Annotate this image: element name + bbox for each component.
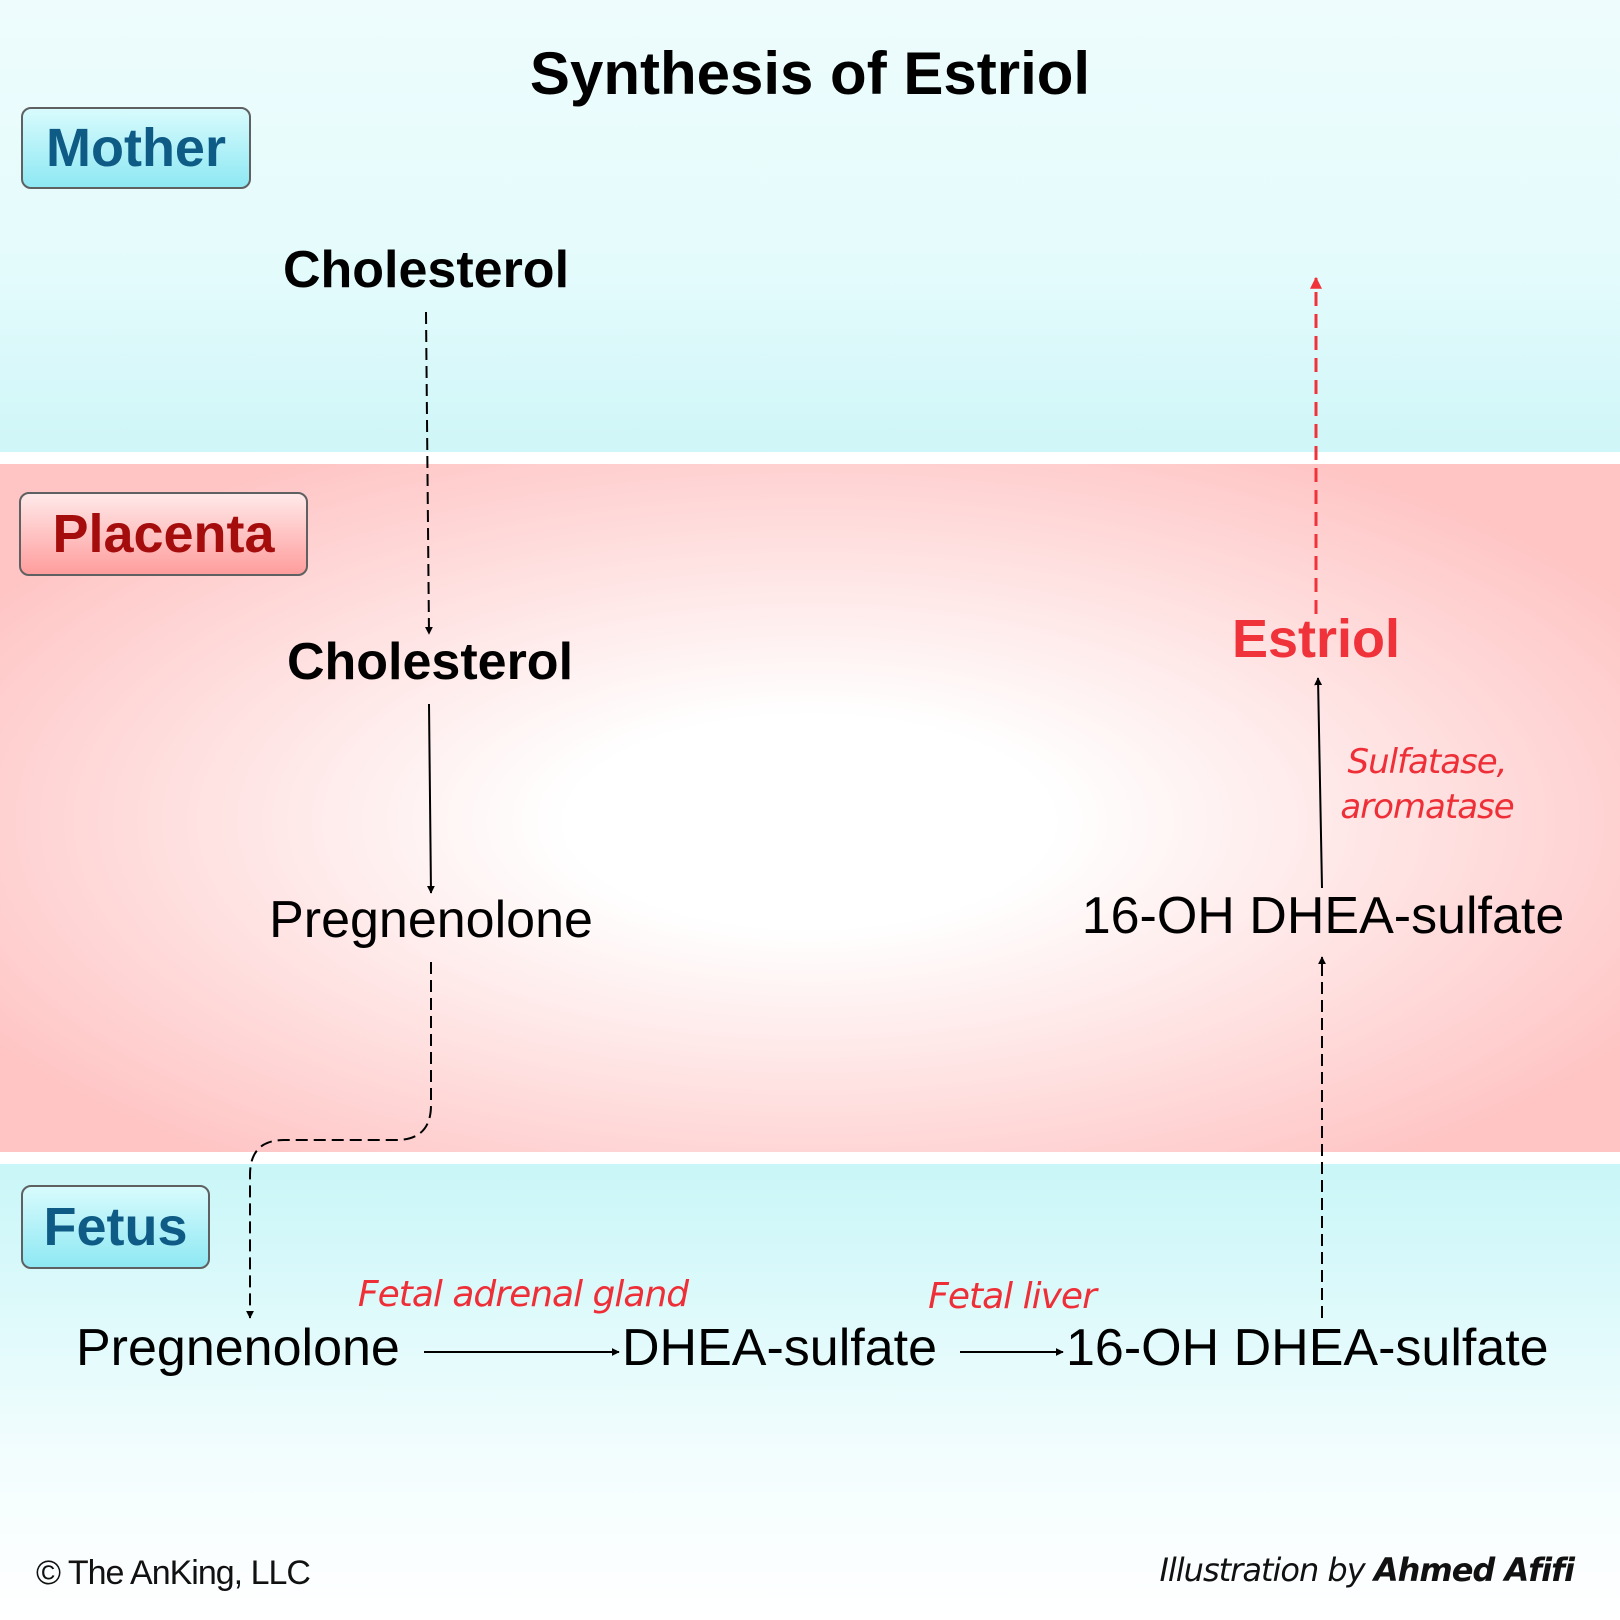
node-mother-cholesterol: Cholesterol xyxy=(282,241,570,299)
copyright-text: © The AnKing, LLC xyxy=(36,1554,311,1592)
arrow-16oh-to-estriol xyxy=(1314,677,1323,889)
placenta-label: Placenta xyxy=(19,492,308,576)
mother-region xyxy=(0,0,1620,452)
enzyme-fetal-adrenal-gland: Fetal adrenal gland xyxy=(357,1274,689,1315)
node-fetus-16oh-dhea-sulfate: 16-OH DHEA-sulfate xyxy=(1066,1319,1549,1377)
node-placenta-16oh-dhea-sulfate: 16-OH DHEA-sulfate xyxy=(1081,887,1565,945)
node-placenta-cholesterol: Cholesterol xyxy=(286,633,574,691)
illustration-prefix: Illustration by xyxy=(1159,1551,1374,1589)
arrow-cholesterol-to-pregnenolone xyxy=(426,703,435,894)
illustrator-name: Ahmed Afifi xyxy=(1373,1551,1575,1589)
enzyme-sulfatase-line: Sulfatase, xyxy=(1347,742,1508,782)
placenta-region xyxy=(0,464,1620,1152)
node-estriol: Estriol xyxy=(1231,609,1401,669)
diagram-title: Synthesis of Estriol xyxy=(529,40,1091,107)
mother-label: Mother xyxy=(21,107,251,189)
node-placenta-pregnenolone: Pregnenolone xyxy=(269,891,593,949)
enzyme-fetal-liver: Fetal liver xyxy=(928,1276,1097,1317)
fetus-region xyxy=(0,1164,1620,1620)
illustration-credit: Illustration by Ahmed Afifi xyxy=(1159,1551,1575,1589)
fetus-label: Fetus xyxy=(21,1185,210,1269)
node-fetus-dhea-sulfate: DHEA-sulfate xyxy=(622,1319,937,1377)
arrow-mother-to-placenta-cholesterol xyxy=(424,311,433,635)
arrow-placenta-to-fetus-pregnenolone xyxy=(246,962,432,1319)
node-fetus-pregnenolone: Pregnenolone xyxy=(76,1319,400,1377)
enzyme-sulfatase-aromatase: Sulfatase, aromatase xyxy=(1340,740,1514,830)
enzyme-aromatase-line: aromatase xyxy=(1340,787,1514,828)
